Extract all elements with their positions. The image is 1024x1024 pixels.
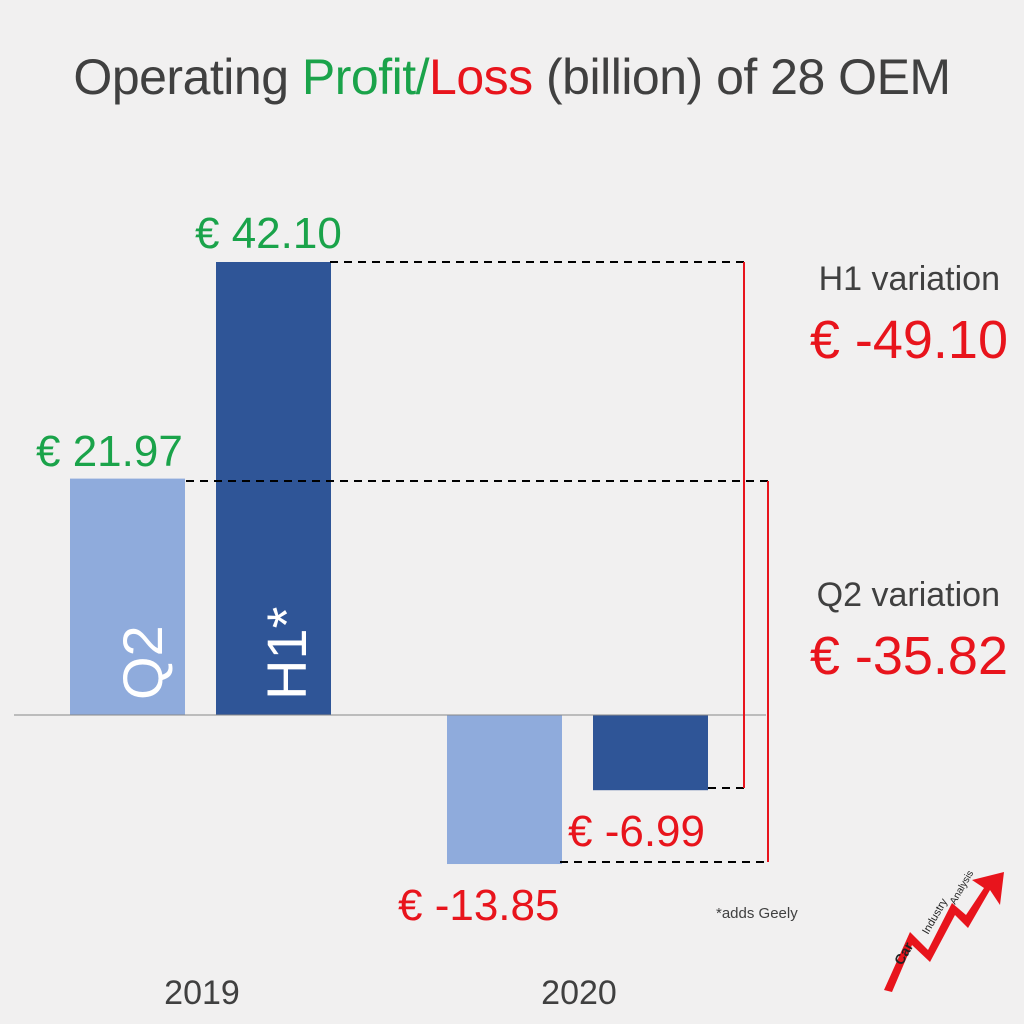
bar-q2-2020: [447, 715, 562, 865]
h1-variation-value: € -49.10: [810, 310, 1008, 370]
year-label-2019: 2019: [164, 974, 240, 1012]
bar-series-label-q2: Q2: [111, 625, 174, 700]
title-part-loss: Loss: [429, 49, 533, 105]
title-part-slash: /: [415, 49, 430, 105]
logo-text-analysis: Analysis: [948, 869, 976, 907]
car-industry-analysis-logo: Car Industry Analysis: [884, 869, 1004, 992]
value-label-q2-2019: € 21.97: [36, 427, 183, 476]
value-label-h1-2019: € 42.10: [195, 209, 342, 258]
title-part-rest: (billion) of 28 OEM: [532, 49, 951, 105]
chart-title: Operating Profit/Loss (billion) of 28 OE…: [0, 48, 1024, 106]
bar-q2-2019: [70, 478, 185, 715]
q2-variation-title: Q2 variation: [817, 576, 1000, 614]
h1-variation-title: H1 variation: [819, 260, 1000, 298]
footnote: *adds Geely: [716, 905, 798, 922]
value-label-q2-2020: € -13.85: [398, 881, 559, 930]
title-part-operating: Operating: [73, 49, 302, 105]
q2-variation-value: € -35.82: [810, 626, 1008, 686]
value-label-h1-2020: € -6.99: [568, 807, 705, 856]
bar-series-label-h1: H1*: [255, 607, 318, 700]
bars-group: [70, 262, 708, 865]
year-label-2020: 2020: [541, 974, 617, 1012]
title-part-profit: Profit: [301, 49, 416, 105]
bar-h1-2020: [593, 715, 708, 791]
bar-h1-2019: [216, 262, 331, 715]
logo-arrow-icon: [884, 872, 1004, 992]
